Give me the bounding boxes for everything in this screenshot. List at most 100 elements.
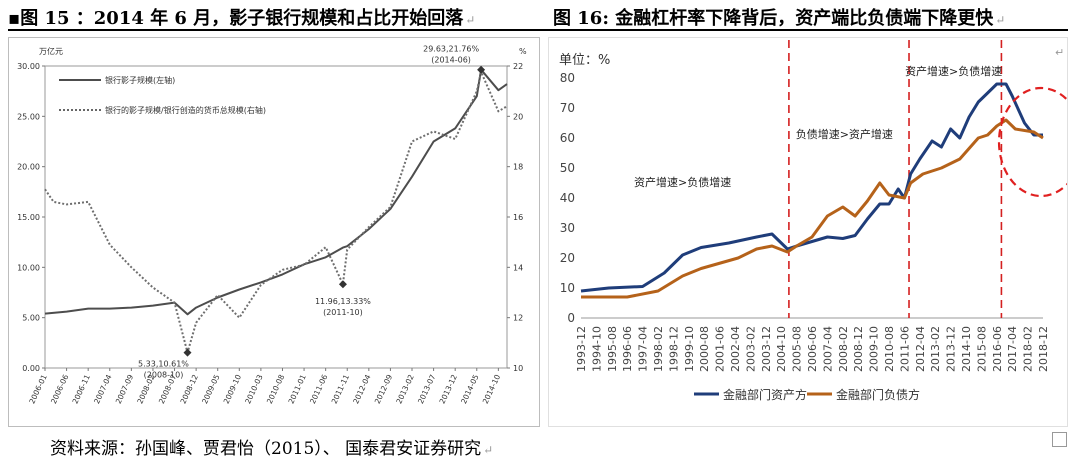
right-tick-label: 12 [513, 314, 523, 323]
x-tick-label: 1998-02 [652, 326, 665, 372]
x-tick-label: 1993-12 [575, 326, 588, 372]
x-tick-label: 2010-03 [243, 373, 264, 405]
x-tick-label: 2015-08 [975, 326, 988, 372]
x-tick-label: 2001-06 [714, 326, 727, 372]
y-tick-label: 70 [560, 101, 575, 115]
caption-underline [8, 29, 1068, 31]
left-chart-annotations: 29.63,21.76% (2014-06) 11.96,13.33% (2011-1… [138, 45, 486, 380]
period-label: 资产增速>负债增速 [905, 64, 1002, 78]
y-tick-label: 60 [560, 131, 575, 145]
y-tick-label: 50 [560, 161, 575, 175]
x-tick-label: 2006-06 [806, 326, 819, 372]
y-tick-label: 80 [560, 71, 575, 85]
x-tick-label: 2008-12 [852, 326, 865, 372]
x-tick-label: 2011-11 [330, 373, 351, 405]
x-tick-label: 2011-01 [286, 373, 307, 405]
asset-side-line [580, 82, 1043, 293]
x-tick-label: 2018-12 [1037, 326, 1050, 372]
x-tick-label: 2017-04 [1006, 326, 1019, 372]
left-tick-label: 20.00 [17, 163, 40, 172]
x-tick-label: 2018-02 [1022, 326, 1035, 372]
legend-label: 银行的影子规模/银行创造的货币总规模(右轴) [105, 105, 266, 115]
legend-label: 金融部门负债方 [836, 387, 920, 402]
annotation-marker [338, 280, 347, 289]
right-chart-panel: 单位：% ↵ 0 10 20 30 40 50 60 70 80 1993-12 1994-10 19… [548, 37, 1080, 427]
right-tick-label: 14 [513, 263, 523, 272]
x-tick-label: 2003-02 [744, 326, 757, 372]
period-label: 负债增速>资产增速 [796, 127, 893, 141]
left-tick-label: 5.00 [22, 314, 40, 323]
annotation-marker [183, 348, 192, 357]
liability-side-line [581, 118, 1044, 299]
x-tick-label: 2014-05 [459, 373, 480, 405]
paragraph-mark: ↵ [1055, 46, 1064, 59]
shadow-scale-line [44, 68, 508, 316]
x-tick-label: 2011-06 [308, 373, 329, 405]
x-tick-label: 2012-04 [351, 373, 372, 405]
x-tick-label: 2014-10 [960, 326, 973, 372]
annotation-label: 5.33,10.61% [138, 360, 189, 369]
x-tick-label: 2000-08 [698, 326, 711, 372]
right-chart-ylabel: 单位：% [559, 53, 610, 68]
highlight-ellipse [997, 86, 1080, 198]
x-tick-label: 2002-04 [729, 326, 742, 372]
x-tick-label: 2005-08 [791, 326, 804, 372]
annotation-marker [477, 65, 486, 74]
x-tick-label: 2007-04 [821, 326, 834, 372]
corner-marker [1052, 432, 1067, 447]
right-tick-label: 10 [513, 364, 523, 373]
x-tick-label: 2016-06 [991, 326, 1004, 372]
x-tick-label: 2010-08 [265, 373, 286, 405]
x-tick-label: 1997-04 [637, 326, 650, 372]
legend-label: 金融部门资产方 [723, 387, 807, 402]
x-tick-label: 2013-12 [438, 373, 459, 405]
left-tick-label: 30.00 [17, 62, 40, 71]
x-tick-label: 1994-10 [590, 326, 603, 372]
left-tick-label: 10.00 [17, 263, 40, 272]
x-tick-label: 2012-09 [373, 373, 394, 405]
period-label: 资产增速>负债增速 [634, 175, 731, 189]
left-chart-panel: 0.00 5.00 10.00 15.00 20.00 25.00 30.00 10 12 14 1… [8, 37, 540, 427]
left-tick-label: 25.00 [17, 112, 40, 121]
x-tick-label: 1995-08 [606, 326, 619, 372]
right-tick-label: 20 [513, 112, 523, 121]
annotation-label: 29.63,21.76% [423, 45, 479, 54]
legend-label: 银行影子规模(左轴) [105, 75, 175, 85]
right-tick-label: 16 [513, 213, 523, 222]
x-tick-label: 1998-12 [667, 326, 680, 372]
x-tick-label: 2006-06 [49, 373, 70, 405]
x-tick-label: 2010-08 [883, 326, 896, 372]
right-figure-caption: 图 16: 金融杠杆率下降背后，资产端比负债端下降更快 ↵ [553, 8, 1006, 29]
x-tick-label: 2011-06 [898, 326, 911, 372]
source-note: 资料来源：孙国峰、贾君怡（2015）、 国泰君安证券研究 ↵ [50, 439, 494, 459]
x-tick-label: 2009-05 [200, 373, 221, 405]
left-chart-axes: 0.00 5.00 10.00 15.00 20.00 25.00 30.00 10 12 14 1… [17, 62, 523, 405]
x-tick-label: 2012-04 [914, 326, 927, 372]
x-tick-label: 2013-07 [416, 373, 437, 405]
y-tick-label: 40 [560, 191, 575, 205]
x-tick-label: 2007-09 [114, 373, 135, 405]
x-tick-label: 2013-02 [394, 373, 415, 405]
x-tick-label: 2003-12 [760, 326, 773, 372]
y-tick-label: 10 [560, 281, 575, 295]
x-tick-label: 2009-10 [222, 373, 243, 405]
left-tick-label: 0.00 [22, 364, 40, 373]
right-chart-legend: 金融部门资产方 金融部门负债方 [694, 387, 920, 402]
annotation-date: (2011-10) [323, 308, 363, 317]
right-axis-unit: % [519, 47, 527, 56]
x-tick-label: 2008-02 [837, 326, 850, 372]
right-chart-series [580, 82, 1044, 299]
left-tick-label: 15.00 [17, 213, 40, 222]
left-chart-legend: 银行影子规模(左轴) 银行的影子规模/银行创造的货币总规模(右轴) [59, 75, 266, 115]
left-chart: 0.00 5.00 10.00 15.00 20.00 25.00 30.00 10 12 14 1… [17, 45, 527, 406]
y-tick-label: 20 [560, 251, 575, 265]
x-tick-label: 1999-10 [683, 326, 696, 372]
right-tick-label: 22 [513, 62, 523, 71]
y-tick-label: 0 [567, 311, 575, 325]
x-tick-label: 2006-11 [71, 373, 92, 405]
x-tick-label: 2004-10 [775, 326, 788, 372]
annotation-date: (2014-06) [431, 56, 471, 65]
left-axis-unit: 万亿元 [39, 46, 63, 56]
